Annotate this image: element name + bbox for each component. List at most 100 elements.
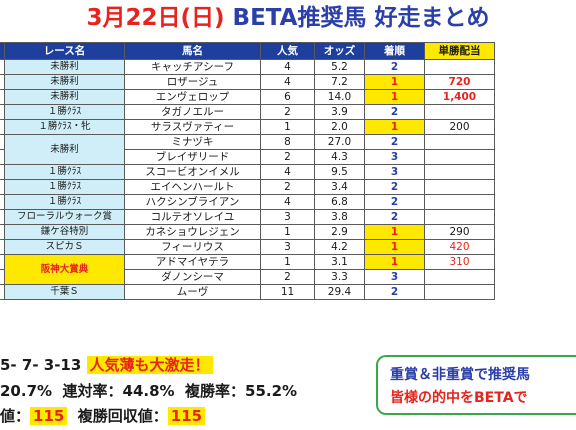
table-row: 鎌ケ谷特別 カネショウレジェン 1 2.9 1 290 [0, 224, 495, 240]
popularity: 2 [260, 179, 315, 195]
results-body: 未勝利 キャッチアシーフ 4 5.2 2 未勝利 ロザージュ 4 7.2 1 720 未勝利 エンヴ… [0, 59, 495, 300]
header-position: 着順 [364, 42, 425, 60]
race-name: 千葉Ｓ [4, 284, 125, 300]
popularity: 1 [260, 119, 315, 135]
payout [424, 59, 495, 75]
callout-line-1: 重賞＆非重賞で推奨馬 [390, 367, 530, 383]
horse-name: コルテオソレイユ [124, 209, 261, 225]
table-row: １勝ｸﾗｽ ハクシンブライアン 4 6.8 2 [0, 194, 495, 210]
horse-name: ダノンシーマ [124, 269, 261, 285]
finish-position: 2 [364, 194, 425, 210]
table-row: 阪神大賞典 アドマイヤテラ 1 3.1 1 310 [0, 254, 495, 285]
race-name: 鎌ケ谷特別 [4, 224, 125, 240]
odds: 4.3 [314, 149, 365, 165]
race-name: 未勝利 [4, 59, 125, 75]
finish-position: 1 [364, 89, 425, 105]
race-name: フローラルウォーク賞 [4, 209, 125, 225]
payout [424, 269, 495, 285]
finish-position: 2 [364, 59, 425, 75]
horse-name: タガノエルー [124, 104, 261, 120]
promo-callout: 重賞＆非重賞で推奨馬 皆様の的中をBETAで [376, 355, 576, 415]
header-payout: 単勝配当 [424, 42, 495, 60]
race-name: スピカＳ [4, 239, 125, 255]
title-date: 3月22日(日) [86, 5, 225, 31]
horse-name: ムーヴ [124, 284, 261, 300]
race-name: 未勝利 [4, 134, 125, 165]
race-name: １勝ｸﾗｽ [4, 104, 125, 120]
row-marker [0, 149, 5, 165]
page-title: 3月22日(日) BETA推奨馬 好走まとめ [0, 0, 576, 36]
popularity: 2 [260, 104, 315, 120]
rates-line: 20.7% 連対率：44.8% 複勝率：55.2% [0, 380, 297, 401]
finish-position: 1 [364, 254, 425, 270]
odds: 3.9 [314, 104, 365, 120]
odds: 29.4 [314, 284, 365, 300]
callout-line-2: 皆様の的中をBETAで [390, 390, 528, 406]
payout [424, 209, 495, 225]
popularity: 1 [260, 254, 315, 270]
finish-position: 1 [364, 74, 425, 90]
payout [424, 149, 495, 165]
race-name: 未勝利 [4, 74, 125, 90]
tagline: 人気薄も大激走！ [86, 356, 213, 374]
header-race: レース名 [4, 42, 125, 60]
quinella-rate: 44.8% [122, 382, 175, 400]
popularity: 2 [260, 269, 315, 285]
odds: 3.1 [314, 254, 365, 270]
odds: 2.0 [314, 119, 365, 135]
finish-position: 2 [364, 179, 425, 195]
finish-position: 3 [364, 149, 425, 165]
roi-line: 値： 115 複勝回収値： 115 [0, 405, 206, 426]
popularity: 4 [260, 164, 315, 180]
race-name: １勝ｸﾗｽ [4, 194, 125, 210]
show-roi: 115 [167, 407, 206, 425]
payout [424, 104, 495, 120]
payout: 290 [424, 224, 495, 240]
table-row: ダノンシーマ 2 3.3 3 [0, 269, 495, 285]
popularity: 11 [260, 284, 315, 300]
horse-name: フィーリウス [124, 239, 261, 255]
odds: 5.2 [314, 59, 365, 75]
header-popularity: 人気 [260, 42, 315, 60]
table-row: １勝ｸﾗｽ・牝 サラスヴァティー 1 2.0 1 200 [0, 119, 495, 135]
horse-name: カネショウレジェン [124, 224, 261, 240]
horse-name: サラスヴァティー [124, 119, 261, 135]
row-marker [0, 269, 5, 285]
race-name: １勝ｸﾗｽ・牝 [4, 119, 125, 135]
finish-position: 1 [364, 224, 425, 240]
record-summary: 5- 7- 3-13 [0, 356, 82, 374]
horse-name: スコービオンイメル [124, 164, 261, 180]
race-name: 未勝利 [4, 89, 125, 105]
popularity: 3 [260, 209, 315, 225]
odds: 7.2 [314, 74, 365, 90]
finish-position: 2 [364, 284, 425, 300]
show-roi-label: 複勝回収値： [77, 407, 168, 425]
finish-position: 1 [364, 239, 425, 255]
popularity: 6 [260, 89, 315, 105]
finish-position: 2 [364, 209, 425, 225]
show-label: 複勝率： [185, 382, 246, 400]
finish-position: 2 [364, 134, 425, 150]
win-roi-label: 値： [0, 407, 31, 425]
header-row: レース名 馬名 人気 オッズ 着順 単勝配当 [0, 42, 495, 60]
payout [424, 134, 495, 150]
show-rate: 55.2% [245, 382, 298, 400]
finish-position: 1 [364, 119, 425, 135]
payout: 720 [424, 74, 495, 90]
odds: 6.8 [314, 194, 365, 210]
horse-name: エンヴェロップ [124, 89, 261, 105]
header-odds: オッズ [314, 42, 365, 60]
finish-position: 2 [364, 104, 425, 120]
table-row: 未勝利 エンヴェロップ 6 14.0 1 1,400 [0, 89, 495, 105]
results-table: レース名 馬名 人気 オッズ 着順 単勝配当 未勝利 キャッチアシーフ 4 5.2 2 … [0, 42, 495, 300]
horse-name: エイヘンハールト [124, 179, 261, 195]
odds: 3.3 [314, 269, 365, 285]
popularity: 1 [260, 224, 315, 240]
horse-name: ブレイザリード [124, 149, 261, 165]
quinella-label: 連対率： [62, 382, 123, 400]
race-name: 阪神大賞典 [4, 254, 125, 285]
table-row: ブレイザリード 2 4.3 3 [0, 149, 495, 165]
race-name: １勝ｸﾗｽ [4, 164, 125, 180]
odds: 4.2 [314, 239, 365, 255]
race-name: １勝ｸﾗｽ [4, 179, 125, 195]
